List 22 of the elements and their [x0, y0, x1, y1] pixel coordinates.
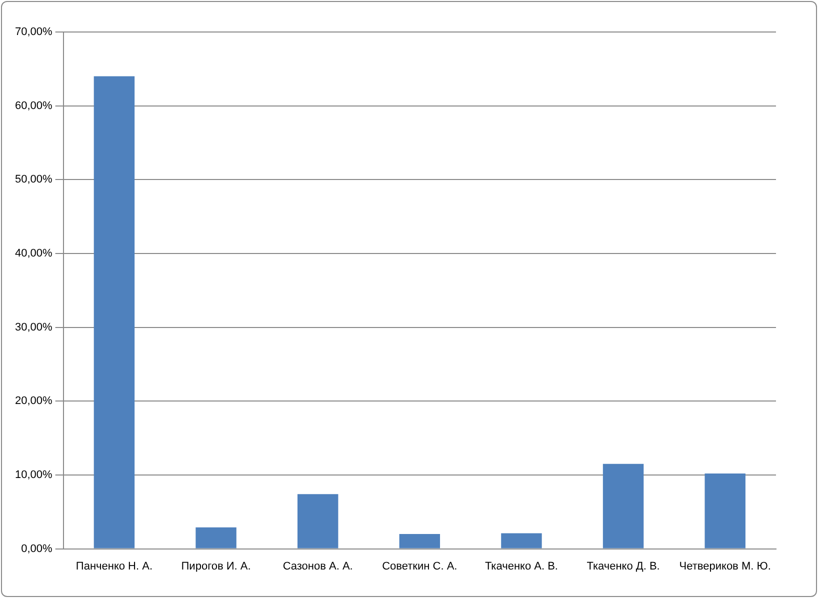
- x-tick-label: Панченко Н. А.: [76, 560, 153, 572]
- y-tick-label: 10,00%: [14, 469, 53, 482]
- bar: [602, 464, 644, 548]
- bar: [94, 76, 135, 548]
- y-tick-label: 60,00%: [14, 100, 53, 112]
- y-tick-label: 50,00%: [14, 174, 53, 186]
- x-tick-label: Ткаченко А. В.: [484, 560, 558, 572]
- y-tick-label: 70,00%: [14, 26, 53, 38]
- y-tick-label: 40,00%: [14, 248, 53, 260]
- x-tick-label: Четвериков М. Ю.: [679, 560, 771, 572]
- x-tick-label: Сазонов А. А.: [282, 560, 353, 572]
- y-tick-label: 20,00%: [14, 395, 53, 408]
- x-tick-label: Советкин С. А.: [382, 560, 458, 572]
- bar: [501, 533, 542, 548]
- x-tick-label: Пирогов И. А.: [181, 560, 251, 572]
- x-tick-label: Ткаченко Д. В.: [586, 560, 660, 572]
- bar: [297, 494, 338, 548]
- bar: [399, 534, 440, 548]
- bar: [704, 473, 746, 548]
- bar: [196, 527, 236, 548]
- y-tick-label: 0,00%: [21, 542, 53, 555]
- y-tick-label: 30,00%: [14, 321, 53, 334]
